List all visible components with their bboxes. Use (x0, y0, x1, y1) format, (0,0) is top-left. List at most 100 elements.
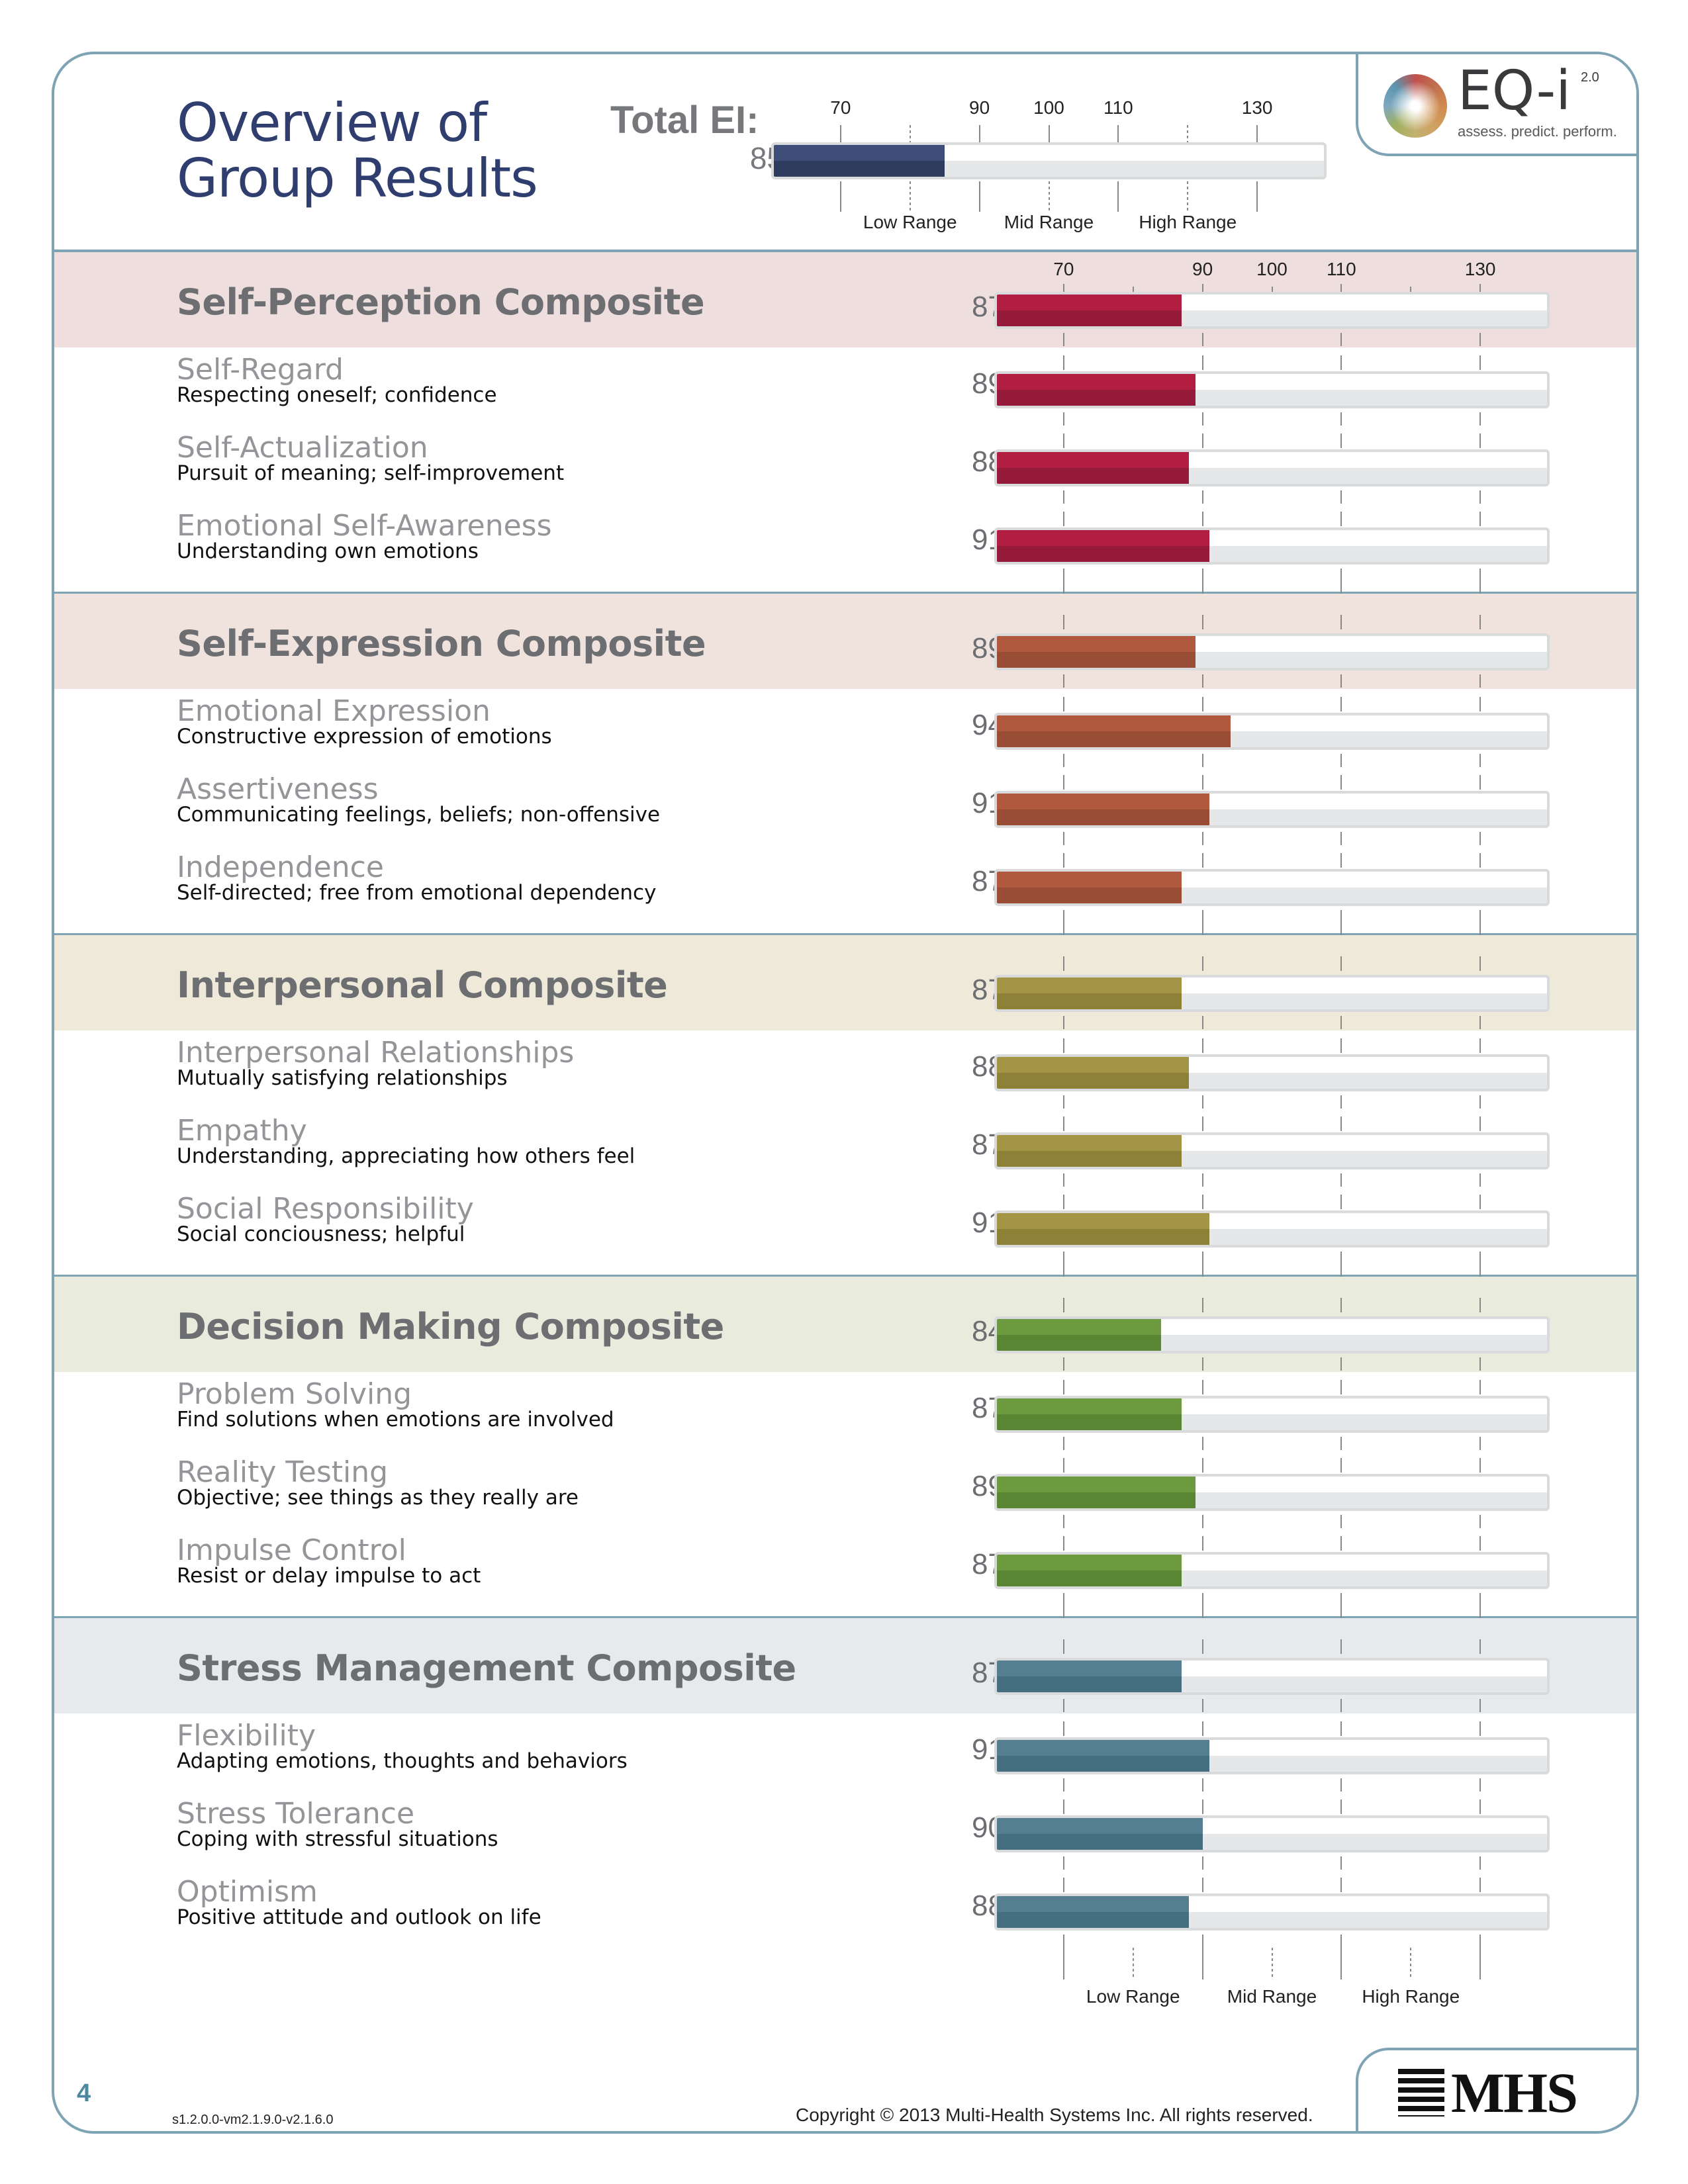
scale-tick (1117, 181, 1119, 212)
scale-tick (1340, 1856, 1342, 1870)
subscale-description: Find solutions when emotions are involve… (177, 1408, 614, 1432)
scale-tick (1062, 1298, 1064, 1312)
score-bar-fill (997, 1740, 1210, 1772)
score-bar (994, 713, 1550, 750)
scale-tick (1271, 287, 1273, 293)
subscale-score: 90 (972, 1811, 1004, 1844)
scale-tick (1340, 956, 1342, 971)
scale-tick (1062, 1357, 1064, 1371)
scale-tick (1340, 775, 1342, 790)
scale-tick (1062, 1265, 1064, 1277)
score-bar (771, 142, 1327, 179)
scale-tick (1201, 923, 1203, 935)
scale-tick (1479, 1934, 1481, 1948)
total-tick-label: 130 (1241, 97, 1273, 118)
subscale-score: 91 (972, 787, 1004, 819)
scale-tick (1340, 1357, 1342, 1371)
scale-tick (1340, 582, 1342, 594)
subscale-description: Self-directed; free from emotional depen… (177, 881, 657, 905)
subscale-name: Stress Tolerance (177, 1797, 415, 1831)
subscale-description: Resist or delay impulse to act (177, 1564, 481, 1588)
scale-tick (1340, 1948, 1342, 1979)
scale-tick (1062, 1799, 1064, 1814)
scale-tick (1201, 1016, 1203, 1029)
scale-tick (1062, 1095, 1064, 1109)
scale-tick (1201, 333, 1203, 346)
scale-tick (1062, 1721, 1064, 1736)
scale-tick (1340, 1721, 1342, 1736)
total-ei-label: Total EI: (610, 99, 759, 142)
subscale-name: Social Responsibility (177, 1192, 474, 1226)
scale-tick (1479, 1458, 1481, 1473)
logo-tagline: assess. predict. perform. (1458, 123, 1617, 140)
score-bar-fill (997, 452, 1189, 484)
score-bar (994, 1474, 1550, 1511)
scale-tick (1062, 1380, 1064, 1394)
scale-tick (1062, 615, 1064, 629)
subscale-score: 88 (972, 1889, 1004, 1922)
scale-tick (839, 181, 841, 212)
logo-version: 2.0 (1581, 70, 1599, 85)
scale-tick (1340, 1799, 1342, 1814)
score-bar-fill (997, 374, 1196, 406)
scale-tick (1062, 910, 1064, 923)
scale-tick (1201, 674, 1203, 688)
subscale-description: Adapting emotions, thoughts and behavior… (177, 1749, 628, 1773)
scale-tick (1340, 1195, 1342, 1209)
composite-score: 89 (972, 632, 1004, 664)
range-tick (1132, 1948, 1134, 1979)
pinwheel-logo-icon (1383, 74, 1447, 138)
score-bar (994, 791, 1550, 828)
scale-tick (1062, 1856, 1064, 1870)
scale-tick (1479, 1799, 1481, 1814)
scale-tick (1201, 910, 1203, 923)
scale-tick (1479, 923, 1481, 935)
scale-tick (1479, 1251, 1481, 1265)
scale-tick (1479, 355, 1481, 370)
subscale-description: Understanding own emotions (177, 539, 479, 563)
subscale-score: 91 (972, 523, 1004, 556)
scale-tick-label: 90 (1192, 259, 1213, 279)
subscale-score: 87 (972, 1548, 1004, 1580)
range-tick (909, 181, 911, 212)
score-bar (994, 1210, 1550, 1248)
scale-tick (1479, 569, 1481, 582)
scale-tick (1340, 355, 1342, 370)
range-label: Mid Range (1227, 1986, 1317, 2007)
score-bar (994, 527, 1550, 565)
scale-tick (1479, 674, 1481, 688)
score-bar-fill (997, 1477, 1196, 1508)
scale-tick (1479, 1038, 1481, 1053)
scale-tick (1201, 1038, 1203, 1053)
scale-tick (1201, 1515, 1203, 1528)
report-page: Overview of Group Results Total EI: 85 E… (52, 52, 1639, 2134)
subscale-name: Self-Regard (177, 353, 344, 387)
scale-tick (1479, 1721, 1481, 1736)
scale-tick (1479, 1265, 1481, 1277)
scale-tick (1479, 1173, 1481, 1187)
scale-tick (1479, 1116, 1481, 1131)
scale-tick (1479, 1878, 1481, 1892)
subscale-score: 88 (972, 1050, 1004, 1083)
scale-tick (1201, 1699, 1203, 1712)
scale-tick (1048, 125, 1050, 142)
scale-tick (1479, 1195, 1481, 1209)
scale-tick (1340, 674, 1342, 688)
mhs-mark-icon (1398, 2069, 1444, 2116)
score-bar-fill (997, 295, 1182, 326)
scale-tick (1340, 1878, 1342, 1892)
scale-tick (1479, 910, 1481, 923)
composite-score: 87 (972, 974, 1004, 1006)
scale-tick (1479, 1856, 1481, 1870)
subscale-name: Self-Actualization (177, 431, 428, 465)
scale-tick (1062, 1458, 1064, 1473)
subscale-score: 87 (972, 1128, 1004, 1161)
score-bar-fill (997, 1135, 1182, 1167)
scale-tick (978, 181, 980, 212)
scale-tick (1410, 287, 1412, 293)
scale-tick (1062, 775, 1064, 790)
subscale-name: Interpersonal Relationships (177, 1036, 575, 1069)
scale-tick (1340, 1536, 1342, 1551)
scale-tick (1340, 512, 1342, 526)
composite-name: Self-Perception Composite (177, 281, 705, 323)
